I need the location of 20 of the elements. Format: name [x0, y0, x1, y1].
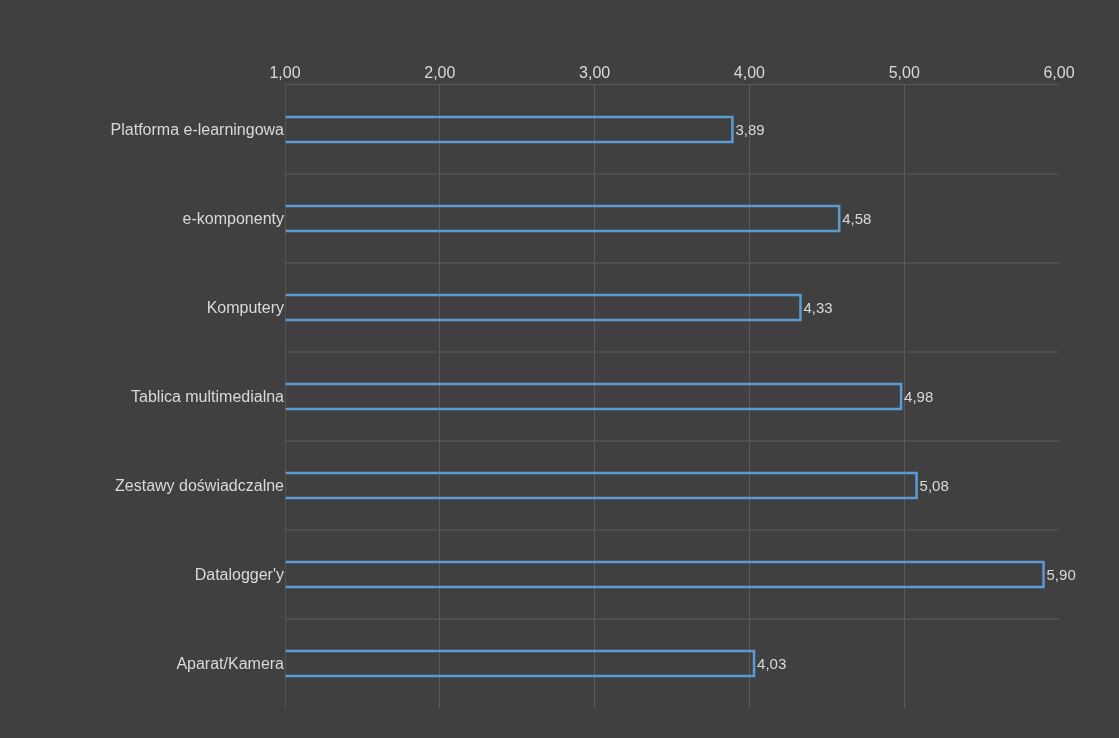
- y-tick-label: Tablica multimedialna: [131, 388, 285, 406]
- x-tick-label: 5,00: [888, 63, 920, 81]
- x-tick-label: 1,00: [269, 63, 301, 81]
- y-tick-label: Zestawy doświadczalne: [115, 477, 285, 495]
- data-label: 3,89: [735, 121, 765, 138]
- data-label: 4,33: [803, 299, 833, 316]
- data-label: 5,90: [1046, 566, 1076, 583]
- x-tick-label: 3,00: [579, 63, 611, 81]
- y-tick-label: Platforma e-learningowa: [110, 121, 285, 139]
- x-tick-label: 4,00: [733, 63, 766, 81]
- y-tick-label: e-komponenty: [182, 210, 284, 228]
- x-tick-label: 2,00: [424, 63, 456, 81]
- y-tick-label: Aparat/Kamera: [176, 655, 285, 673]
- data-label: 4,03: [757, 655, 787, 672]
- data-label: 5,08: [919, 477, 949, 494]
- data-label: 4,98: [904, 388, 934, 405]
- y-tick-label: Komputery: [206, 299, 284, 317]
- y-tick-label: Datalogger'y: [194, 566, 284, 584]
- x-tick-label: 6,00: [1043, 63, 1075, 81]
- data-label: 4,58: [842, 210, 872, 227]
